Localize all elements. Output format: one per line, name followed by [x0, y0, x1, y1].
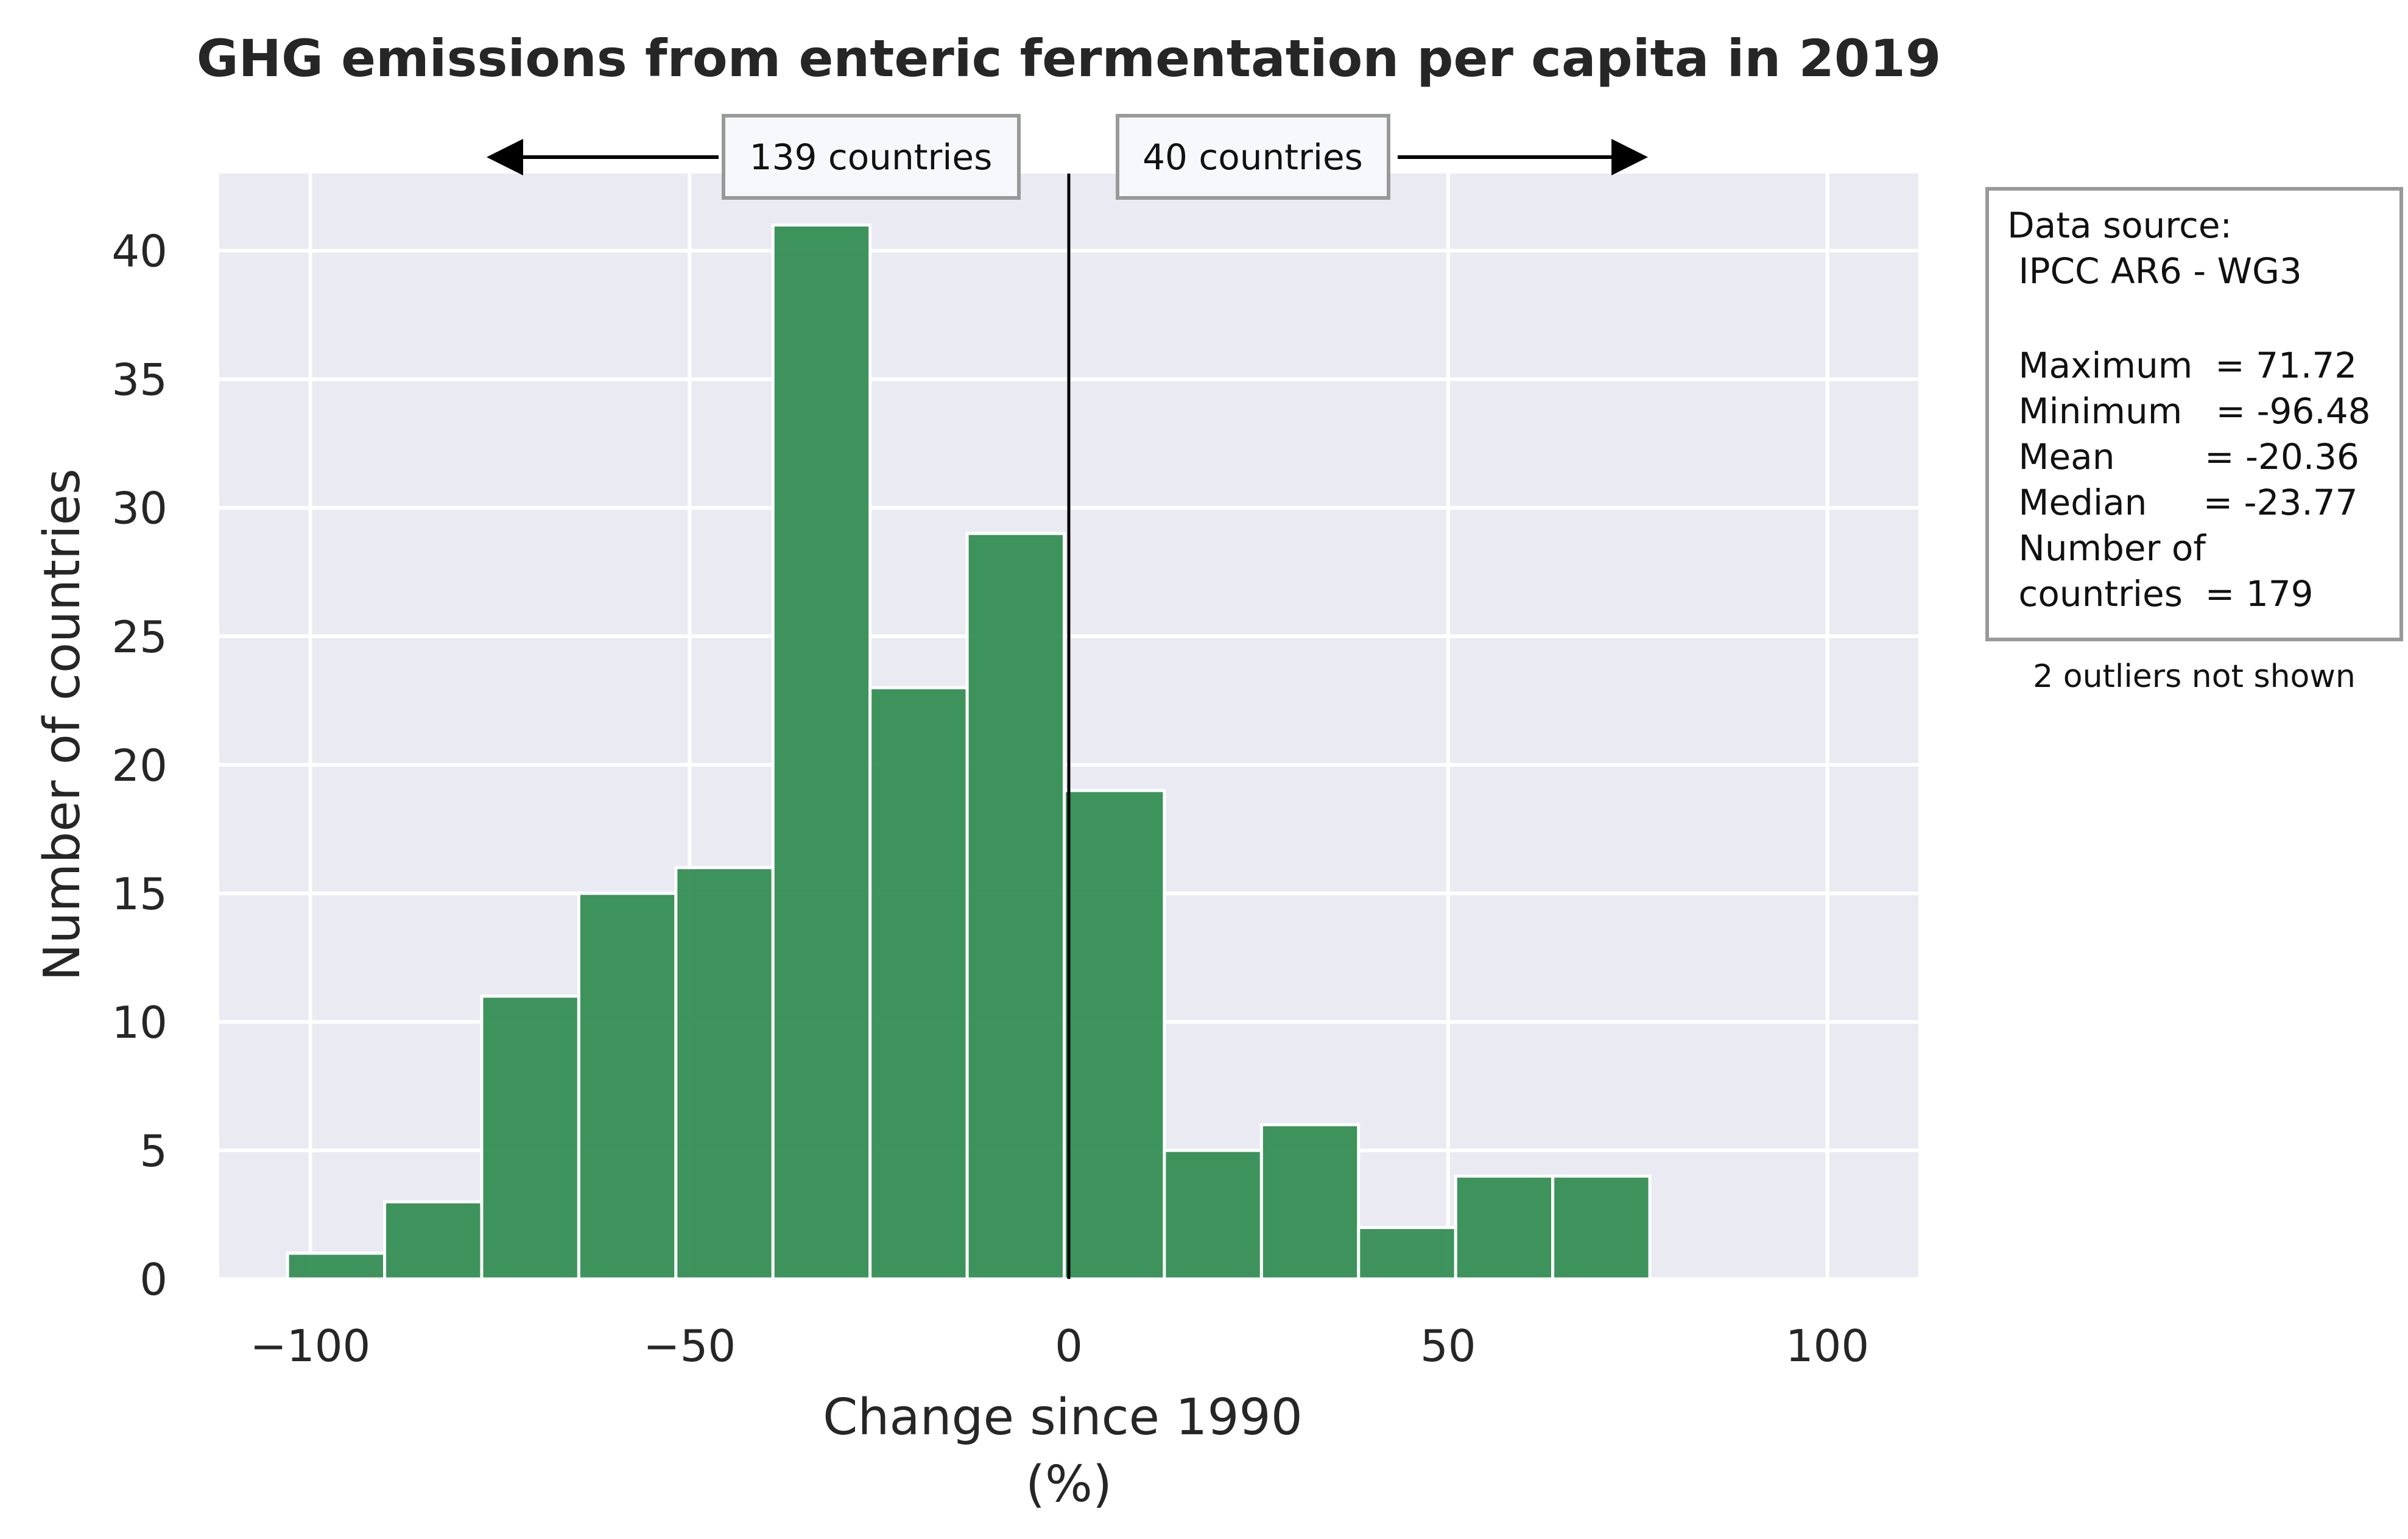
y-tick-label: 0: [139, 1254, 167, 1305]
x-tick-label: −100: [250, 1320, 371, 1372]
histogram-bar: [480, 995, 580, 1281]
y-tick-label: 40: [111, 226, 167, 277]
histogram-bar: [286, 1252, 387, 1281]
y-tick-label: 35: [111, 354, 167, 406]
histogram-bar: [1163, 1149, 1263, 1281]
y-tick-label: 25: [111, 611, 167, 663]
x-axis-label: Change since 1990: [823, 1389, 1303, 1446]
stats-line: IPCC AR6 - WG3: [2007, 250, 2302, 292]
bars-layer: [286, 223, 1652, 1281]
stats-line: Minimum = -96.48: [2007, 390, 2371, 432]
x-tick-labels: −100 −50 0 50 100: [250, 1320, 1870, 1372]
x-axis-unit: (%): [1026, 1456, 1112, 1513]
y-axis-label: Number of countries: [33, 468, 91, 981]
stats-line: Number of: [2007, 527, 2206, 569]
histogram-bar: [1259, 1123, 1361, 1281]
right-count-label: 40 countries: [1142, 136, 1363, 178]
histogram-bar: [1357, 1226, 1457, 1281]
x-tick-label: 50: [1420, 1320, 1476, 1372]
histogram-bar: [577, 892, 678, 1281]
histogram-bar: [674, 866, 775, 1281]
outliers-note: 2 outliers not shown: [2033, 658, 2356, 695]
histogram-bar: [1551, 1174, 1652, 1281]
histogram-bar: [1063, 789, 1166, 1281]
histogram-bar: [383, 1200, 484, 1281]
y-tick-label: 10: [111, 997, 167, 1048]
histogram-bar: [771, 223, 872, 1281]
stats-line: Data source:: [2007, 205, 2232, 246]
x-tick-label: 100: [1786, 1320, 1869, 1372]
y-tick-label: 5: [139, 1125, 167, 1177]
x-tick-label: −50: [643, 1320, 736, 1372]
y-tick-label: 15: [111, 868, 167, 920]
chart-title: GHG emissions from enteric fermentation …: [197, 29, 1942, 88]
stats-box: [1985, 187, 2403, 641]
histogram-bar: [1454, 1174, 1555, 1281]
stats-line: countries = 179: [2007, 573, 2314, 615]
y-tick-labels: 0 5 10 15 20 25 30 35 40: [111, 226, 167, 1305]
right-count-box: [1116, 114, 1390, 200]
left-count-box: [722, 114, 1021, 200]
y-tick-label: 30: [111, 483, 167, 534]
left-count-label: 139 countries: [750, 136, 993, 178]
stats-line: Maximum = 71.72: [2007, 345, 2357, 386]
stats-line: Median = -23.77: [2007, 482, 2358, 523]
histogram-bar: [965, 532, 1066, 1281]
x-tick-label: 0: [1055, 1320, 1083, 1372]
histogram-bar: [868, 686, 969, 1281]
y-tick-label: 20: [111, 740, 167, 791]
stats-line: Mean = -20.36: [2007, 436, 2359, 477]
